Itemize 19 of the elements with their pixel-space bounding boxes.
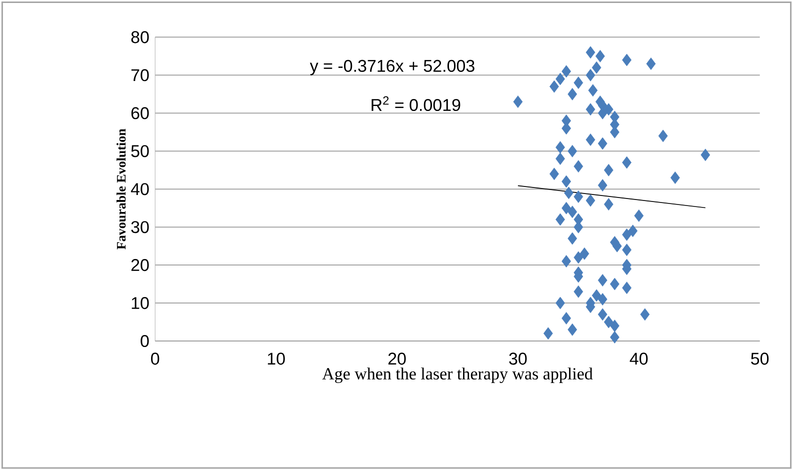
annotation: R$^{2}$ = 0.0019 [372,96,460,111]
x-tick-label: 10 [268,352,285,365]
x-tick-label: 50 [751,352,769,365]
y-tick-label: 60 [131,107,149,120]
y-tick-label: 70 [131,69,149,82]
x-tick-label: 40 [630,352,648,365]
y-tick-label: 40 [130,183,149,196]
y-tick-label: 80 [131,31,149,44]
annotation: y = -0.3716x + 52.003 [310,60,474,76]
x-tick-label: 0 [151,352,160,365]
y-tick-label: 0 [140,334,149,347]
y-tick-label: 50 [131,145,149,158]
y-tick-label: 20 [131,258,149,272]
x-tick-label: 20 [388,352,406,365]
y-axis-title: Favourable Evolution [116,128,126,250]
y-tick-label: 30 [131,220,149,234]
y-tick-label: 10 [132,296,149,309]
x-axis-title: Age when the laser therapy was applied [322,368,593,383]
x-tick-label: 30 [509,352,527,365]
